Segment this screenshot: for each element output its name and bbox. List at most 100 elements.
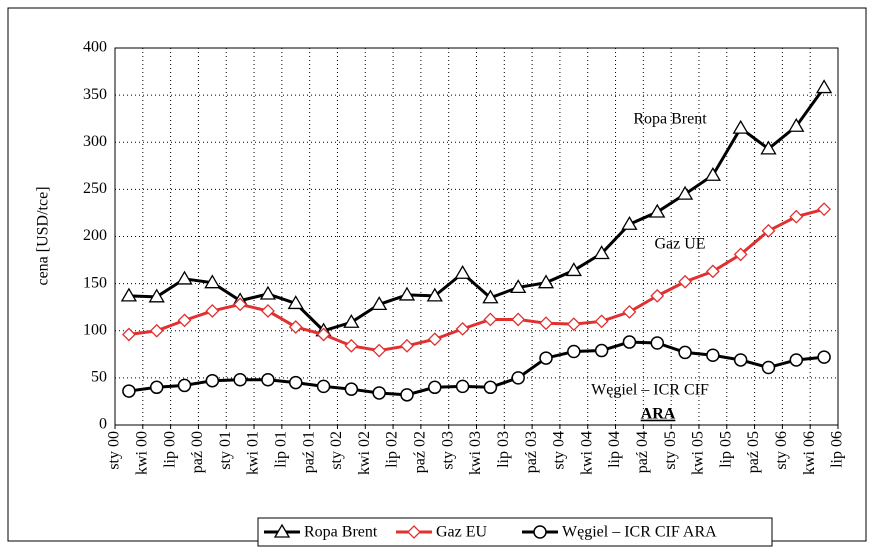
x-tick-label: sty 03: [439, 431, 456, 470]
x-tick-label: kwi 05: [690, 431, 707, 475]
point: [594, 343, 609, 358]
point: [455, 379, 470, 394]
point: [287, 295, 304, 310]
annotation: ARA: [641, 406, 676, 423]
point: [511, 371, 525, 385]
point: [649, 203, 666, 218]
y-tick-label: 250: [83, 180, 107, 197]
point: [511, 312, 526, 327]
y-tick-label: 50: [91, 369, 107, 386]
x-tick-label: lip 06: [829, 431, 846, 468]
point: [706, 348, 720, 363]
point: [789, 353, 804, 367]
x-tick-label: kwi 06: [801, 431, 818, 475]
point: [483, 312, 498, 327]
x-tick-label: lip 02: [384, 431, 401, 468]
point: [539, 351, 553, 365]
y-tick-label: 300: [83, 133, 107, 150]
x-tick-label: lip 05: [717, 431, 734, 468]
point: [678, 345, 692, 360]
point: [482, 289, 499, 304]
point: [121, 327, 136, 342]
point: [761, 360, 776, 375]
point: [510, 279, 527, 294]
point: [565, 262, 582, 277]
point: [400, 388, 414, 402]
x-tick-label: lip 04: [606, 431, 623, 468]
point: [761, 223, 776, 238]
point: [371, 296, 388, 311]
point: [149, 323, 164, 338]
point: [760, 140, 777, 155]
x-tick-label: lip 01: [273, 431, 290, 468]
point: [733, 353, 748, 367]
annotation: Ropa Brent: [633, 111, 707, 128]
point: [344, 382, 359, 396]
point: [426, 287, 443, 302]
point: [483, 380, 498, 395]
point: [177, 313, 192, 328]
point: [454, 264, 471, 279]
series-line: [128, 207, 825, 353]
point: [817, 350, 831, 364]
point: [622, 304, 637, 319]
point: [788, 117, 805, 132]
point: [122, 384, 136, 398]
x-tick-label: sty 06: [773, 431, 790, 470]
plot-area: [114, 47, 839, 426]
point: [676, 185, 694, 200]
x-tick-label: kwi 00: [133, 431, 150, 475]
point: [372, 343, 387, 358]
point: [398, 286, 416, 301]
point: [400, 338, 414, 353]
point: [705, 264, 720, 279]
y-tick-label: 200: [83, 227, 107, 244]
x-tick-label: paź 03: [523, 431, 540, 473]
point: [593, 245, 610, 260]
point: [176, 270, 193, 285]
point: [288, 320, 303, 334]
y-tick-label: 100: [83, 321, 107, 338]
x-tick-label: sty 00: [106, 431, 123, 470]
point: [316, 327, 331, 342]
legend-label: Gaz EU: [436, 524, 488, 541]
legend-label: Ropa Brent: [304, 524, 378, 541]
point: [594, 314, 609, 329]
point: [650, 336, 664, 350]
point: [177, 378, 192, 393]
point: [372, 386, 386, 400]
point: [537, 274, 555, 289]
x-tick-label: sty 05: [662, 431, 679, 470]
point: [678, 274, 692, 289]
point: [733, 247, 748, 262]
x-tick-label: kwi 03: [467, 431, 484, 475]
y-axis-label: cena [USD/tce]: [35, 186, 52, 285]
x-tick-label: sty 04: [551, 431, 568, 470]
point: [120, 287, 138, 302]
point: [815, 79, 833, 94]
point: [704, 166, 721, 181]
point: [650, 288, 665, 303]
y-tick-label: 350: [83, 86, 107, 103]
annotation: Gaz UE: [654, 236, 705, 253]
point: [621, 215, 638, 230]
point: [316, 379, 331, 394]
point: [204, 274, 221, 289]
point: [533, 525, 547, 539]
x-tick-label: kwi 02: [356, 431, 373, 475]
point: [149, 380, 164, 395]
x-tick-label: paź 00: [189, 431, 206, 473]
point: [233, 373, 247, 387]
point: [817, 202, 832, 217]
point: [273, 523, 291, 538]
x-tick-label: lip 00: [161, 431, 178, 468]
y-tick-label: 0: [99, 416, 107, 433]
point: [205, 304, 220, 318]
x-tick-label: kwi 04: [578, 431, 595, 475]
point: [233, 297, 248, 312]
x-tick-label: sty 01: [217, 431, 234, 470]
point: [344, 338, 359, 353]
point: [732, 119, 749, 134]
point: [427, 332, 442, 347]
